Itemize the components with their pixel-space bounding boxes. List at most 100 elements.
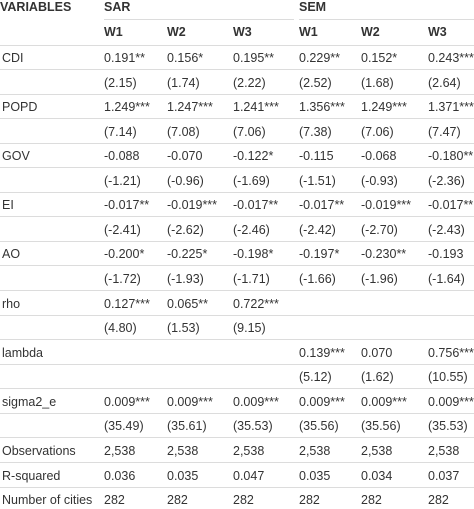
- rule-line: [0, 487, 474, 488]
- table-cell: (4.80): [104, 321, 137, 336]
- table-cell: (2.64): [428, 75, 461, 90]
- table-cell: -0.197*: [299, 247, 340, 262]
- table-cell: -0.200*: [104, 247, 145, 262]
- table-cell: (1.53): [167, 321, 200, 336]
- table-cell: -0.070: [167, 149, 203, 164]
- column-header: W2: [361, 25, 380, 39]
- table-cell: 0.195**: [233, 51, 275, 65]
- table-cell: (7.06): [233, 124, 266, 139]
- row-label: Number of cities: [2, 493, 93, 508]
- table-cell: 282: [104, 493, 125, 508]
- rule-line: [0, 69, 474, 70]
- table-cell: 0.047: [233, 468, 265, 483]
- table-cell: 1.356***: [299, 100, 345, 115]
- rule-line: [0, 265, 474, 266]
- rule-line: [0, 413, 474, 414]
- rule-line: [0, 388, 474, 389]
- table-cell: 2,538: [428, 443, 460, 458]
- table-cell: 0.035: [167, 468, 199, 483]
- table-cell: 282: [428, 493, 449, 508]
- table-cell: (7.47): [428, 124, 461, 139]
- table-cell: 0.756***: [428, 345, 474, 360]
- table-cell: 1.249***: [361, 100, 407, 115]
- table-cell: 1.371***: [428, 100, 474, 115]
- group-header: SAR: [104, 0, 131, 14]
- table-cell: (-1.71): [233, 272, 270, 287]
- group-header: SEM: [299, 0, 327, 14]
- rule-line: [0, 45, 474, 46]
- rule-line: [0, 364, 474, 365]
- table-cell: -0.019***: [361, 198, 412, 213]
- table-cell: 0.191**: [104, 51, 146, 65]
- row-label: R-squared: [2, 468, 61, 483]
- table-cell: (-1.93): [167, 272, 204, 287]
- table-cell: 0.009***: [361, 394, 407, 409]
- table-cell: (1.68): [361, 75, 394, 90]
- table-cell: -0.122*: [233, 149, 274, 164]
- table-cell: (1.74): [167, 75, 200, 90]
- table-cell: 2,538: [104, 443, 136, 458]
- table-cell: 0.009***: [167, 394, 213, 409]
- row-label: EI: [2, 198, 14, 213]
- table-cell: (-2.46): [233, 222, 270, 237]
- table-cell: (35.53): [233, 419, 273, 434]
- table-cell: 0.243***: [428, 51, 474, 65]
- table-cell: (9.15): [233, 321, 266, 336]
- table-cell: 1.247***: [167, 100, 213, 115]
- table-cell: -0.017**: [233, 198, 279, 213]
- rule-line: [0, 143, 474, 144]
- table-cell: (2.22): [233, 75, 266, 90]
- rule-line: [0, 437, 474, 438]
- rule-line: [0, 216, 474, 217]
- table-cell: -0.017**: [104, 198, 150, 213]
- table-cell: 0.009***: [428, 394, 474, 409]
- table-cell: 0.035: [299, 468, 331, 483]
- table-cell: (-1.21): [104, 173, 141, 188]
- rule-line: [0, 241, 474, 242]
- table-cell: -0.068: [361, 149, 397, 164]
- table-cell: 0.009***: [233, 394, 279, 409]
- corner-header: VARIABLES: [0, 0, 72, 14]
- column-header: W1: [104, 25, 123, 39]
- table-cell: 1.241***: [233, 100, 279, 115]
- table-cell: (35.61): [167, 419, 207, 434]
- table-cell: 0.127***: [104, 296, 150, 311]
- table-cell: 2,538: [167, 443, 199, 458]
- table-cell: (-2.43): [428, 222, 465, 237]
- table-cell: (-1.64): [428, 272, 465, 287]
- table-cell: (-2.70): [361, 222, 398, 237]
- table-cell: 0.009***: [104, 394, 150, 409]
- table-cell: (2.15): [104, 75, 137, 90]
- table-cell: 0.037: [428, 468, 460, 483]
- rule-line: [0, 167, 474, 168]
- table-cell: -0.019***: [167, 198, 218, 213]
- table-cell: 282: [299, 493, 320, 508]
- rule-line: [0, 315, 474, 316]
- table-cell: (-2.41): [104, 222, 141, 237]
- rule-line: [0, 462, 474, 463]
- rule-line: [0, 94, 474, 95]
- row-label: AO: [2, 247, 21, 262]
- table-cell: 282: [167, 493, 188, 508]
- row-label: GOV: [2, 149, 30, 164]
- table-cell: 282: [233, 493, 254, 508]
- table-cell: (35.56): [361, 419, 401, 434]
- table-cell: (-1.66): [299, 272, 336, 287]
- row-label: rho: [2, 296, 21, 311]
- table-cell: -0.017**: [299, 198, 345, 213]
- rule-line: [0, 290, 474, 291]
- table-cell: (-2.62): [167, 222, 204, 237]
- table-cell: -0.193: [428, 247, 464, 262]
- table-cell: -0.017**: [428, 198, 474, 213]
- table-cell: -0.230**: [361, 247, 407, 262]
- table-cell: -0.180**: [428, 149, 474, 164]
- row-label: lambda: [2, 345, 43, 360]
- table-cell: (-0.93): [361, 173, 398, 188]
- table-cell: 1.249***: [104, 100, 150, 115]
- table-cell: 0.139***: [299, 345, 345, 360]
- table-cell: (7.14): [104, 124, 137, 139]
- table-cell: 0.722***: [233, 296, 279, 311]
- table-cell: (7.38): [299, 124, 332, 139]
- rule-line: [0, 339, 474, 340]
